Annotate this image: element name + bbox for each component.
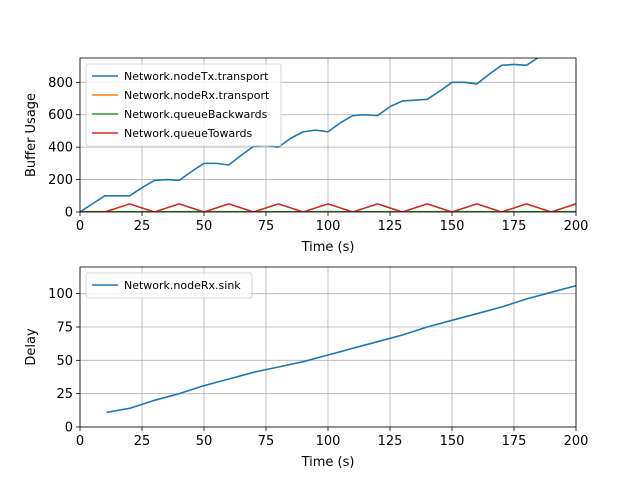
chart-panel-2: 0 25 50 75 100 125 150 175 200 0 25 50 75 100 Time (s)…: [24, 266, 589, 470]
x-tick-label: 25: [134, 219, 151, 234]
x-tick-label: 125: [378, 219, 403, 234]
y-tick-label: 100: [48, 287, 73, 302]
y-tick-label: 0: [65, 421, 73, 436]
y-tick-label: 0: [65, 206, 73, 221]
x-tick-label: 25: [134, 434, 151, 449]
x-tick-label: 200: [564, 434, 589, 449]
series-line-1: [106, 284, 576, 414]
x-tick-label: 75: [258, 219, 275, 234]
x-tick-label: 100: [316, 219, 341, 234]
x-tick-label: 125: [378, 434, 403, 449]
x-tick-label: 100: [316, 434, 341, 449]
x-tick-label: 200: [564, 219, 589, 234]
legend-label: Network.nodeTx.transport: [124, 70, 269, 83]
x-tick-label: 0: [76, 219, 84, 234]
legend-label: Network.nodeRx.transport: [124, 89, 270, 102]
x-tick-label: 0: [76, 434, 84, 449]
x-tick-label: 175: [502, 434, 527, 449]
chart-panel-1: 0 25 50 75 100 125 150 175 200 0 200 400 600 800 Time …: [24, 57, 589, 255]
series-line-4: [80, 203, 576, 212]
x-tick-label: 175: [502, 219, 527, 234]
y-tick-label: 75: [56, 321, 73, 336]
y-tick-label: 800: [48, 76, 73, 91]
x-tick-label: 150: [440, 219, 465, 234]
y-tick-label: 600: [48, 108, 73, 123]
x-axis-label: Time (s): [301, 455, 355, 470]
legend-label: Network.queueTowards: [124, 127, 253, 140]
x-tick-label: 150: [440, 434, 465, 449]
y-axis-label: Delay: [24, 328, 39, 366]
x-tick-label: 75: [258, 434, 275, 449]
legend: Network.nodeRx.sink: [85, 272, 253, 299]
x-tick-label: 50: [196, 434, 213, 449]
legend: Network.nodeTx.transport Network.nodeRx.t…: [85, 63, 282, 147]
series-line-1: [80, 58, 540, 212]
legend-label: Network.nodeRx.sink: [124, 279, 241, 292]
y-tick-label: 25: [56, 387, 73, 402]
y-axis-label: Buffer Usage: [24, 93, 39, 177]
x-tick-label: 50: [196, 219, 213, 234]
legend-box: [85, 63, 282, 147]
y-tick-label: 50: [56, 354, 73, 369]
legend-box: [85, 272, 253, 299]
y-tick-label: 200: [48, 173, 73, 188]
legend-label: Network.queueBackwards: [124, 108, 268, 121]
x-axis-label: Time (s): [301, 240, 355, 255]
y-tick-label: 400: [48, 141, 73, 156]
